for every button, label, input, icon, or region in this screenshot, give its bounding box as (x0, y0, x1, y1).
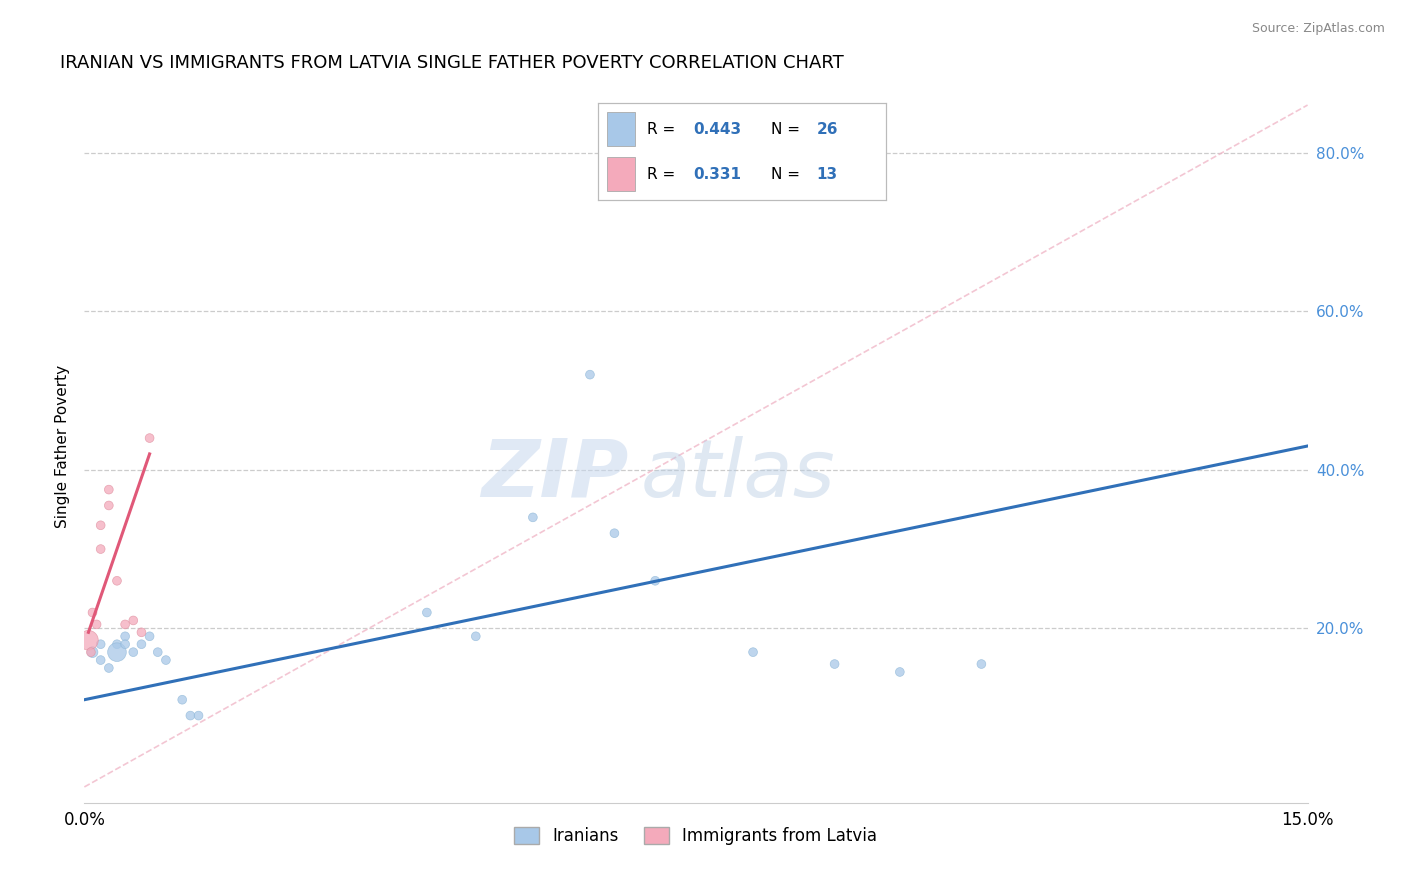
Point (824, 657, 846, 671)
Point (122, 614, 145, 628)
Point (644, 574, 666, 588)
Point (603, 526, 626, 541)
Point (90, 653, 112, 667)
Text: Source: ZipAtlas.com: Source: ZipAtlas.com (1251, 22, 1385, 36)
Point (464, 629, 486, 643)
Point (97, 661, 120, 675)
Point (105, 645, 128, 659)
Point (579, 368, 602, 382)
Point (82, 645, 104, 659)
Point (77, 633, 100, 648)
Text: IRANIAN VS IMMIGRANTS FROM LATVIA SINGLE FATHER POVERTY CORRELATION CHART: IRANIAN VS IMMIGRANTS FROM LATVIA SINGLE… (60, 54, 844, 72)
Point (105, 574, 128, 588)
Point (522, 510, 544, 524)
Point (146, 645, 169, 659)
Point (416, 606, 439, 620)
Point (131, 625, 153, 640)
Point (82, 606, 104, 620)
Point (155, 653, 177, 667)
Point (742, 645, 765, 659)
Point (131, 637, 153, 651)
Point (970, 657, 993, 671)
Y-axis label: Single Father Poverty: Single Father Poverty (55, 365, 70, 527)
Point (80, 645, 103, 659)
Point (122, 645, 145, 659)
Text: atlas: atlas (641, 435, 835, 514)
Point (114, 637, 136, 651)
Point (172, 692, 194, 706)
Point (187, 708, 209, 723)
Point (105, 637, 128, 651)
Point (90, 542, 112, 557)
Point (90, 518, 112, 533)
Point (138, 629, 160, 643)
Point (114, 617, 136, 632)
Point (179, 708, 201, 723)
Point (97, 499, 120, 513)
Point (114, 629, 136, 643)
Legend: Iranians, Immigrants from Latvia: Iranians, Immigrants from Latvia (508, 820, 884, 852)
Point (86, 617, 108, 632)
Point (889, 665, 911, 679)
Point (138, 431, 160, 445)
Point (90, 637, 112, 651)
Text: ZIP: ZIP (481, 435, 628, 514)
Point (97, 483, 120, 497)
